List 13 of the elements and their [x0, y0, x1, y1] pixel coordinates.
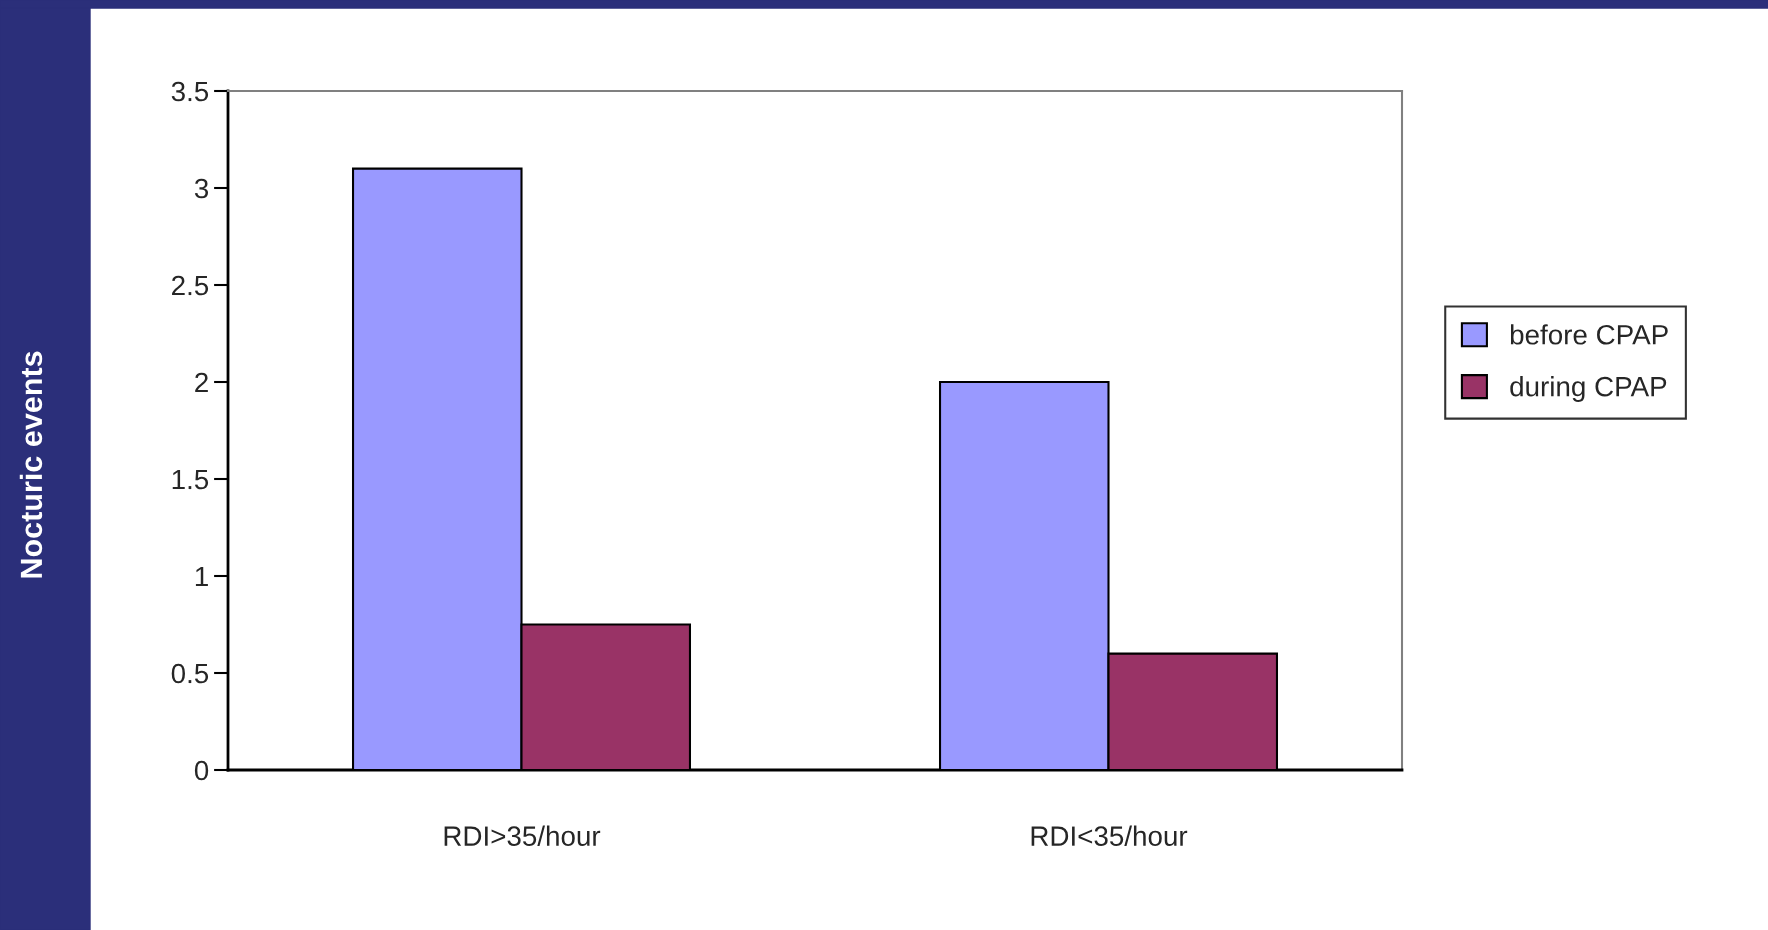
x-tick-label: RDI<35/hour	[1031, 825, 1188, 846]
y-tick-label: 2	[195, 372, 208, 393]
x-tick-label: RDI>35/hour	[444, 825, 601, 846]
y-axis-title: Nocturic events	[19, 351, 43, 578]
y-tick-label: 3.5	[171, 81, 209, 102]
y-tick-label: 0	[194, 760, 209, 781]
y-tick-label: 1.5	[172, 469, 209, 490]
legend-label: before CPAP	[1510, 324, 1668, 345]
legend-label: during CPAP	[1510, 376, 1667, 402]
y-tick-label: 0.5	[171, 663, 209, 684]
y-tick-label: 1	[195, 566, 208, 587]
y-tick-label: 2.5	[172, 275, 209, 296]
y-tick-label: 3	[194, 178, 209, 199]
